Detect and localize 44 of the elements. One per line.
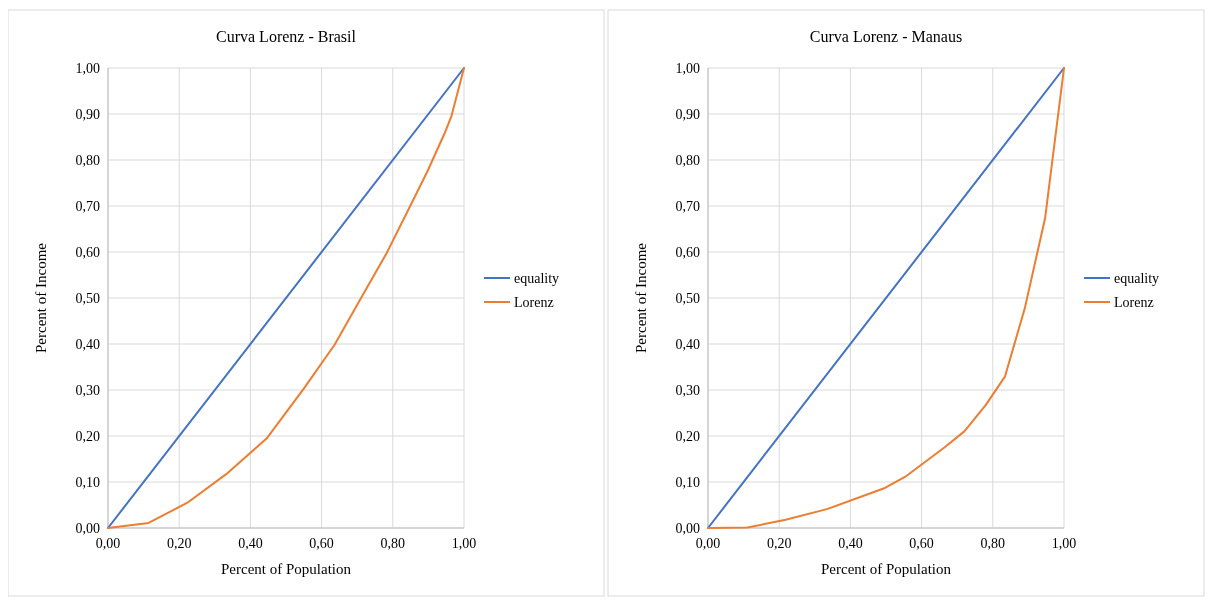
x-axis-title: Percent of Population <box>221 561 352 577</box>
x-tick-label: 0,40 <box>838 536 863 551</box>
y-axis-title: Percent of Income <box>633 242 649 353</box>
y-tick-label: 0,90 <box>75 106 100 122</box>
y-tick-label: 0,30 <box>675 382 700 398</box>
chart-title: Curva Lorenz - Brasil <box>216 28 357 45</box>
y-tick-label: 0,20 <box>675 428 700 444</box>
y-tick-label: 0,00 <box>675 520 700 536</box>
x-tick-label: 0,20 <box>766 536 792 551</box>
x-axis-title: Percent of Population <box>821 561 952 577</box>
legend-label: Lorenz <box>514 294 554 310</box>
x-tick-label: 0,60 <box>309 536 334 551</box>
x-tick-label: 0,20 <box>166 536 192 551</box>
y-tick-label: 0,20 <box>75 428 100 444</box>
y-tick-label: 0,30 <box>75 382 100 398</box>
x-tick-label: 0,40 <box>238 536 263 551</box>
x-tick-label: 0,80 <box>980 536 1006 551</box>
chart-title: Curva Lorenz - Manaus <box>809 28 963 45</box>
y-tick-label: 0,10 <box>675 474 700 490</box>
y-tick-label: 0,50 <box>75 290 100 306</box>
y-tick-label: 1,00 <box>75 60 100 76</box>
x-tick-label: 0,00 <box>695 536 721 551</box>
y-tick-label: 0,80 <box>75 152 100 168</box>
y-tick-label: 0,60 <box>75 244 100 260</box>
legend-label: equality <box>514 270 560 286</box>
x-tick-label: 1,00 <box>451 536 477 551</box>
x-tick-label: 0,00 <box>95 536 121 551</box>
x-tick-label: 0,60 <box>909 536 934 551</box>
x-tick-label: 0,80 <box>380 536 406 551</box>
y-tick-label: 0,10 <box>75 474 100 490</box>
y-tick-label: 0,70 <box>675 198 700 214</box>
y-tick-label: 0,00 <box>75 520 100 536</box>
y-tick-label: 0,40 <box>75 336 100 352</box>
y-tick-label: 1,00 <box>675 60 700 76</box>
y-tick-label: 0,90 <box>675 106 700 122</box>
y-tick-label: 0,80 <box>675 152 700 168</box>
y-axis-title: Percent of Income <box>33 242 49 353</box>
y-tick-label: 0,40 <box>675 336 700 352</box>
y-tick-label: 0,60 <box>675 244 700 260</box>
legend-label: equality <box>1114 270 1160 286</box>
legend-label: Lorenz <box>1114 294 1154 310</box>
y-tick-label: 0,70 <box>75 198 100 214</box>
y-tick-label: 0,50 <box>675 290 700 306</box>
x-tick-label: 1,00 <box>1051 536 1077 551</box>
